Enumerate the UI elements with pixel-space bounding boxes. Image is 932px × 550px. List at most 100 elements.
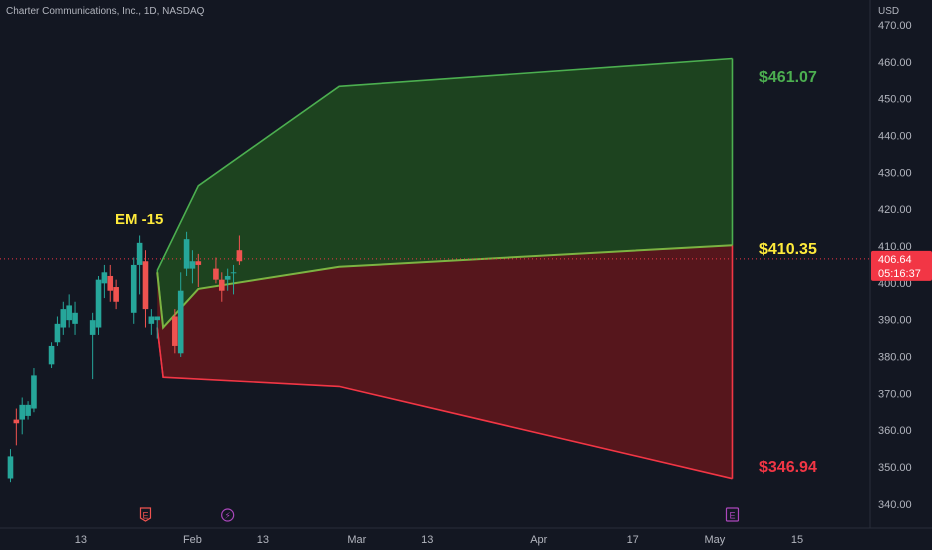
upper-bound-line — [156, 57, 733, 271]
candle-body — [19, 404, 26, 420]
candle[interactable] — [7, 449, 14, 483]
price-tick-label: 420.00 — [878, 204, 912, 216]
candle-body — [236, 250, 243, 262]
price-tick-label: 470.00 — [878, 20, 912, 32]
candle-body — [189, 261, 196, 269]
time-tick-label: Apr — [530, 534, 547, 546]
upper-zone-fill — [157, 58, 733, 328]
candle[interactable] — [95, 275, 102, 335]
candle[interactable] — [19, 397, 26, 435]
candle[interactable] — [54, 316, 61, 346]
candle[interactable] — [224, 268, 231, 291]
candle-body — [148, 316, 155, 324]
event-markers[interactable]: E ⚡ E — [139, 507, 740, 522]
candle[interactable] — [230, 264, 237, 295]
candle[interactable] — [189, 250, 196, 284]
marker-letter: E — [729, 511, 735, 521]
candle[interactable] — [66, 294, 72, 328]
candle[interactable] — [183, 231, 190, 276]
price-tick-label: 350.00 — [878, 462, 912, 474]
currency-label[interactable]: USD — [878, 6, 900, 17]
middle-line — [156, 244, 733, 330]
time-tick-label: 17 — [627, 534, 639, 546]
candle-body — [230, 272, 237, 274]
candle-body — [130, 264, 137, 313]
earnings-upcoming-icon — [725, 507, 740, 522]
price-tick-label: 360.00 — [878, 425, 912, 437]
candle[interactable] — [142, 250, 149, 328]
time-tick-label: 13 — [421, 534, 433, 546]
candle[interactable] — [154, 316, 161, 339]
candle-body — [142, 261, 149, 310]
candle[interactable] — [195, 253, 202, 288]
candle-body — [25, 404, 31, 416]
price-tick-label: 430.00 — [878, 167, 912, 179]
dividend-icon — [221, 508, 235, 522]
candle-body — [13, 419, 20, 424]
candle-body — [89, 320, 96, 335]
price-tick-label: 340.00 — [878, 499, 912, 511]
candle[interactable] — [107, 264, 114, 302]
lower-zone-fill — [157, 245, 733, 479]
price-tick-label: 440.00 — [878, 131, 912, 143]
middle-target-label: $410.35 — [759, 241, 817, 258]
time-tick-label: Feb — [183, 534, 202, 546]
em-label: EM -15 — [115, 211, 163, 228]
candle[interactable] — [148, 309, 155, 335]
candle-body — [48, 345, 55, 365]
candle-body — [113, 287, 119, 302]
lower-target-label: $346.94 — [759, 459, 817, 476]
candle-body — [218, 279, 225, 291]
last-price-badge — [871, 250, 932, 281]
candle-body — [172, 316, 178, 346]
candle[interactable] — [101, 264, 108, 299]
earnings-upcoming-marker[interactable]: E — [725, 507, 740, 522]
candle-body — [60, 309, 67, 328]
time-tick-label: 13 — [257, 534, 269, 546]
candle-body — [224, 275, 231, 280]
price-tick-label: 460.00 — [878, 57, 912, 69]
earnings-marker[interactable]: E — [139, 507, 152, 522]
candle-body — [213, 268, 219, 280]
time-tick-label: 13 — [75, 534, 87, 546]
time-tick-label: 15 — [791, 534, 803, 546]
candle-body — [66, 305, 72, 321]
earnings-icon — [139, 507, 152, 522]
expected-move-zones — [156, 57, 734, 480]
candle-body — [183, 239, 190, 269]
candle[interactable] — [113, 279, 119, 310]
candle-body — [101, 272, 108, 284]
candle[interactable] — [136, 235, 143, 295]
candle[interactable] — [89, 312, 96, 380]
time-axis[interactable]: 13 Feb 13 Mar 13 Apr 17 May 15 — [0, 527, 932, 546]
candle[interactable] — [130, 257, 137, 324]
candle[interactable] — [13, 408, 20, 446]
candle-body — [195, 261, 202, 265]
candle[interactable] — [31, 368, 37, 413]
candle[interactable] — [213, 257, 219, 284]
candle[interactable] — [177, 272, 184, 357]
candle-body — [54, 323, 61, 343]
candle[interactable] — [72, 301, 78, 335]
price-tick-label: 410.00 — [878, 241, 912, 253]
candle-body — [95, 279, 102, 328]
candle[interactable] — [172, 309, 178, 354]
bar-countdown: 05:16:37 — [878, 268, 921, 280]
marker-letter: ⚡ — [224, 511, 230, 521]
candle-body — [7, 456, 14, 479]
candle[interactable] — [25, 401, 31, 420]
symbol-title[interactable]: Charter Communications, Inc., 1D, NASDAQ — [6, 6, 205, 17]
candle-body — [177, 290, 184, 354]
last-price-value: 406.64 — [878, 254, 912, 266]
price-tick-label: 380.00 — [878, 351, 912, 363]
candle[interactable] — [236, 235, 243, 265]
candle[interactable] — [60, 301, 67, 335]
lower-zone-start-edge — [156, 327, 164, 378]
price-axis[interactable]: 340.00350.00360.00370.00380.00390.00400.… — [869, 0, 932, 528]
candle[interactable] — [48, 342, 55, 369]
candle-body — [154, 316, 161, 321]
dividend-marker[interactable]: ⚡ — [221, 508, 235, 522]
candles[interactable] — [7, 231, 243, 483]
candle[interactable] — [218, 272, 225, 302]
